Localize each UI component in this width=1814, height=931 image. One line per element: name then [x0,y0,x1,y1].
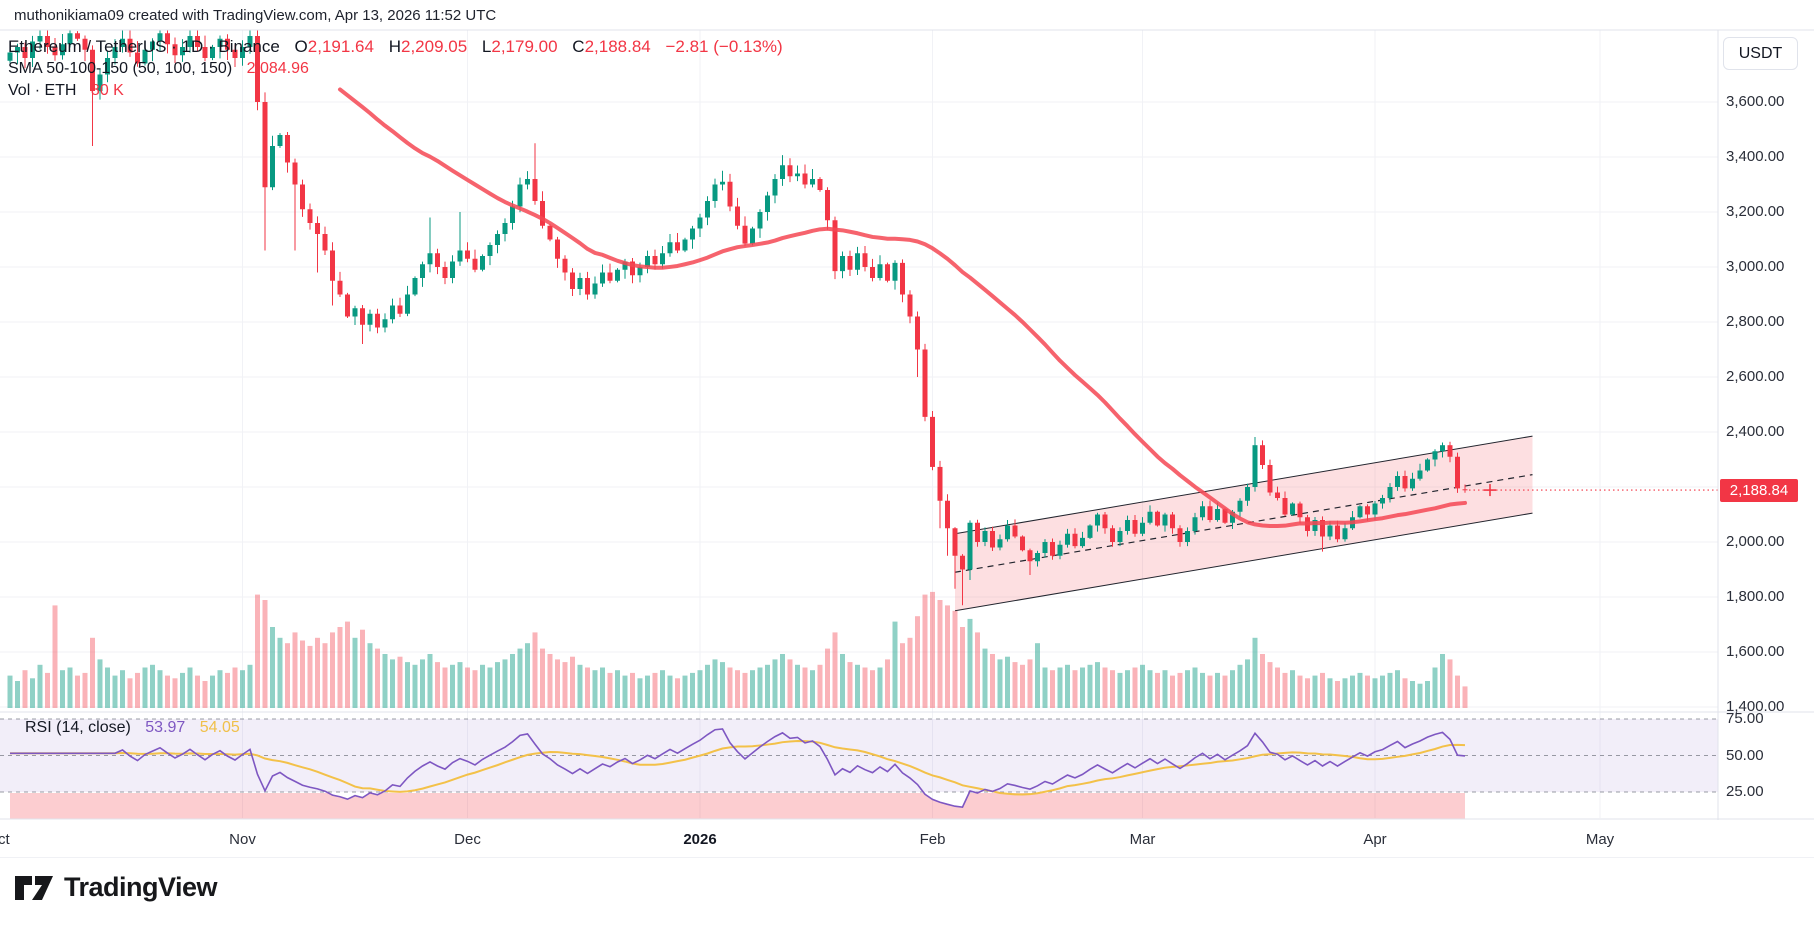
time-axis-label-nov: Nov [229,831,256,848]
rsi-title: RSI (14, close) [25,719,131,736]
low-key: L [481,37,492,56]
change-value: −2.81 (−0.13%) [665,37,783,56]
price-tick-label: 2,600.00 [1726,368,1785,385]
price-plus-marker [1484,484,1496,497]
time-axis-label-2026: 2026 [683,831,717,848]
price-tick-label: 3,000.00 [1726,258,1785,275]
grid-lines [0,30,1718,818]
price-tick-label: 1,600.00 [1726,643,1785,660]
time-axis-label-apr: Apr [1363,831,1387,848]
price-tick-label: 1,400.00 [1726,698,1785,715]
sma-row: SMA 50-100-150 (50, 100, 150) 2,084.96 [8,58,783,80]
price-tick-label: 2,000.00 [1726,533,1785,550]
rsi-ma-line [10,739,1466,796]
volume-row: Vol · ETH 80 K [8,80,783,102]
rsi-legend: RSI (14, close) 53.97 54.05 [25,719,240,737]
sma-title: SMA 50-100-150 (50, 100, 150) [8,60,233,77]
rsi-tick-label: 25.00 [1726,783,1764,800]
sma-value: 2,084.96 [246,60,309,77]
symbol-title: Ethereum / TetherUS · 1D · Binance [8,37,280,56]
price-tick-label: 3,400.00 [1726,148,1785,165]
high-value: 2,209.05 [400,37,468,56]
tradingview-logo-text: TradingView [64,872,218,902]
volume-title: Vol · ETH [8,82,77,99]
time-axis-label-feb: Feb [919,831,946,848]
open-key: O [294,37,308,56]
high-key: H [388,37,401,56]
price-axis[interactable]: 3,600.00 3,400.00 3,200.00 3,000.00 2,800.00… [1718,0,1814,820]
volume-bars [7,591,1468,708]
price-tick-label: 2,400.00 [1726,423,1785,440]
low-value: 2,179.00 [491,37,558,56]
rsi-tick-label: 75.00 [1726,710,1764,727]
time-axis-label-oct: Oct [0,831,10,848]
rsi-ma-value: 54.05 [199,719,240,736]
price-tick-label: 2,800.00 [1726,313,1785,330]
price-tick-label: 3,600.00 [1726,93,1785,110]
rsi-line [10,728,1466,808]
time-axis-label-dec: Dec [454,831,481,848]
rsi-oversold-fill [10,793,1465,819]
rsi-tick-label: 50.00 [1726,746,1764,764]
candles [7,30,1468,606]
tradingview-logo[interactable]: TradingView [14,872,218,903]
currency-toggle-button[interactable]: USDT [1723,37,1798,70]
symbol-ohlc-row: Ethereum / TetherUS · 1D · Binance O2,19… [8,36,783,58]
close-value: 2,188.84 [584,37,651,56]
rsi-value: 53.97 [145,719,186,736]
watermark: muthonikiama09 created with TradingView.… [14,7,497,24]
tradingview-logo-icon [15,875,53,900]
volume-value: 80 K [90,82,124,99]
sma-line [338,87,1467,529]
price-tick-label: 3,200.00 [1726,203,1785,220]
rsi-pane [0,718,1718,819]
time-axis-label-may: May [1585,831,1615,848]
open-value: 2,191.64 [307,37,374,56]
time-axis[interactable]: Oct Nov Dec 2026 Feb Mar Apr May [0,820,1814,857]
time-axis-label-mar: Mar [1129,831,1156,848]
last-price-label: 2,188.84 [1720,479,1798,502]
parallel-channel [954,435,1533,612]
close-key: C [572,37,585,56]
pane-separators [0,29,1814,858]
price-pane-legend: Ethereum / TetherUS · 1D · Binance O2,19… [8,36,783,102]
price-tick-label: 1,800.00 [1726,588,1785,605]
